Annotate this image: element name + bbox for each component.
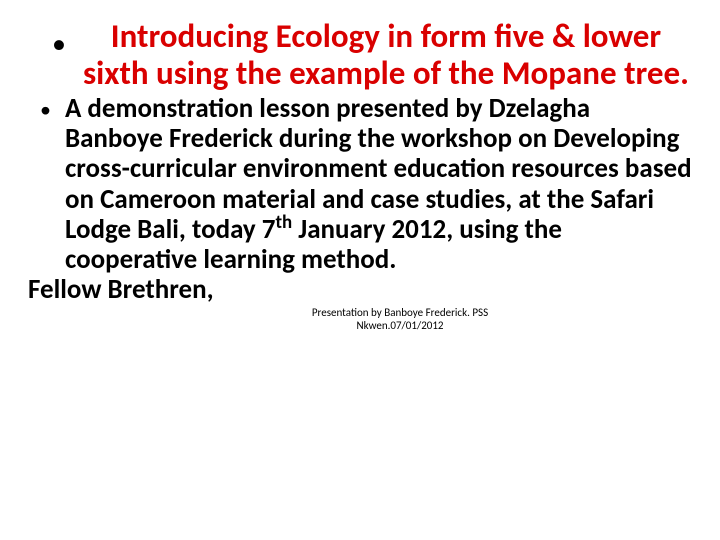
salutation: Fellow Brethren, [28,275,692,305]
footer-line2: Nkwen.07/01/2012 [357,319,444,332]
slide-body: A demonstration lesson presented by Dzel… [65,94,692,275]
footer-line1: Presentation by Banboye Frederick. PSS [312,306,488,319]
body-block: • A demonstration lesson presented by Dz… [28,94,692,275]
title-block: • Introducing Ecology in form five & low… [28,18,692,92]
body-bullet: • [28,94,65,123]
title-bullet: • [28,18,80,59]
slide-footer: Presentation by Banboye Frederick. PSS N… [28,306,692,332]
slide-title: Introducing Ecology in form five & lower… [80,18,692,92]
